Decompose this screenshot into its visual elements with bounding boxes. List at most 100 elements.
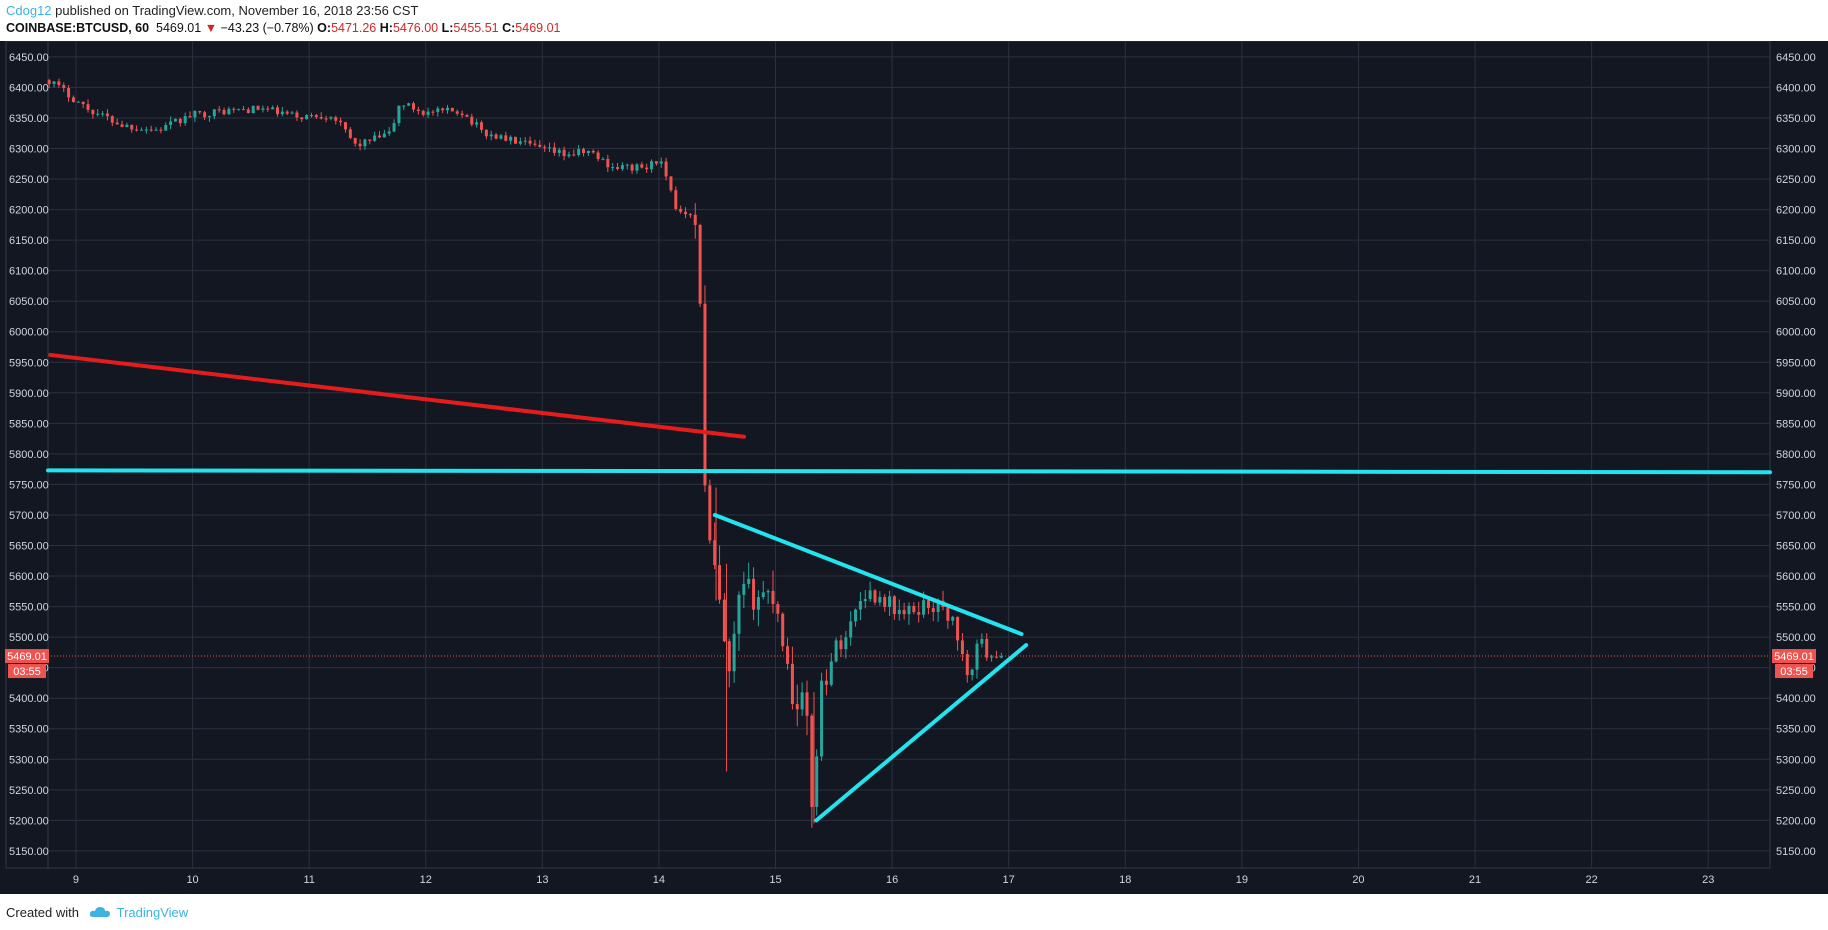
candle-down	[752, 578, 756, 610]
high-label: H:	[379, 21, 393, 35]
y-tick-label-right: 6450.00	[1776, 52, 1816, 64]
candle-up	[548, 147, 552, 149]
candle-down	[781, 613, 785, 647]
candle-up	[577, 149, 581, 156]
candle-down	[538, 144, 542, 147]
y-tick-label-left: 6100.00	[9, 266, 49, 278]
candle-down	[319, 117, 323, 119]
y-tick-label-right: 6200.00	[1776, 205, 1816, 217]
candle-down	[110, 116, 114, 123]
y-tick-label-right: 6000.00	[1776, 327, 1816, 339]
candle-down	[67, 87, 71, 98]
high-value: 5476.00	[392, 21, 439, 35]
candle-up	[499, 135, 503, 139]
cyan-trendline	[814, 643, 1029, 823]
y-tick-label-right: 5800.00	[1776, 449, 1816, 461]
chart-background	[0, 41, 1828, 894]
candle-down	[368, 139, 372, 141]
candle-down	[232, 108, 236, 110]
candle-down	[222, 109, 226, 115]
candle-down	[674, 190, 678, 209]
candle-down	[698, 224, 702, 304]
author-link[interactable]: Cdog12	[6, 3, 52, 18]
candle-down	[917, 612, 921, 615]
candle-down	[324, 118, 328, 120]
tradingview-link[interactable]: TradingView	[116, 905, 189, 920]
candle-down	[455, 111, 459, 114]
candle-down	[334, 117, 338, 121]
candle-up	[747, 578, 751, 584]
candle-down	[358, 143, 362, 147]
y-tick-label-right: 6150.00	[1776, 235, 1816, 247]
candle-down	[470, 116, 474, 125]
candle-up	[766, 590, 770, 593]
candle-down	[339, 120, 343, 123]
candle-down	[669, 176, 673, 191]
candle-up	[125, 124, 129, 128]
candle-up	[800, 692, 804, 710]
x-tick-label: 23	[1702, 874, 1714, 886]
drawings[interactable]	[46, 352, 1772, 823]
candle-up	[139, 129, 143, 131]
candle-down	[504, 135, 508, 141]
y-tick-label-right: 5350.00	[1776, 724, 1816, 736]
candle-down	[159, 129, 163, 131]
y-tick-label-right: 5850.00	[1776, 418, 1816, 430]
y-tick-label-right: 6050.00	[1776, 296, 1816, 308]
candle-down	[533, 143, 537, 145]
candle-down	[300, 117, 304, 120]
y-tick-label-left: 5850.00	[9, 418, 49, 430]
candle-down	[343, 122, 347, 130]
y-tick-label-left: 5950.00	[9, 357, 49, 369]
candle-down	[912, 605, 916, 613]
candle-up	[999, 656, 1003, 658]
candle-down	[441, 108, 445, 111]
x-tick-label: 11	[303, 874, 314, 886]
y-tick-label-right: 5200.00	[1776, 815, 1816, 827]
x-tick-label: 18	[1119, 874, 1131, 886]
candle-down	[679, 208, 683, 212]
candle-up	[557, 149, 561, 153]
candle-up	[164, 124, 168, 131]
candle-down	[946, 607, 950, 621]
countdown-value-right: 03:55	[1780, 666, 1808, 678]
candle-down	[105, 113, 109, 117]
x-tick-label: 15	[769, 874, 781, 886]
y-tick-label-right: 5250.00	[1776, 785, 1816, 797]
candle-up	[280, 111, 284, 115]
candle-up	[144, 129, 148, 131]
candle-down	[543, 146, 547, 148]
candle-down	[931, 608, 935, 613]
candle-up	[475, 122, 479, 125]
candle-down	[484, 129, 488, 137]
candle-down	[411, 103, 416, 110]
candle-down	[275, 107, 279, 115]
candle-down	[348, 129, 352, 138]
countdown-tag-left	[8, 664, 46, 679]
candle-down	[713, 540, 717, 566]
candle-down	[892, 596, 896, 615]
y-tick-label-right: 5900.00	[1776, 388, 1816, 400]
candle-up	[980, 639, 984, 644]
red-trendline	[48, 352, 747, 439]
y-tick-label-left: 5550.00	[9, 602, 49, 614]
candle-down	[926, 600, 930, 609]
candle-down	[47, 80, 51, 84]
x-tick-label: 22	[1585, 874, 1597, 886]
candle-down	[552, 147, 556, 153]
candle-down	[616, 167, 620, 169]
price-chart[interactable]: 6450.00 6450.00 6400.00 6400.00 6350.00 6350.…	[0, 41, 1828, 894]
candle-down	[266, 108, 270, 110]
candle-down	[198, 111, 202, 113]
candle-down	[188, 116, 192, 118]
y-tick-label-right: 5500.00	[1776, 632, 1816, 644]
candle-down	[149, 129, 153, 131]
candle-up	[625, 164, 629, 166]
y-tick-label-right: 5150.00	[1776, 846, 1816, 858]
candle-up	[829, 661, 833, 685]
candle-down	[480, 122, 484, 130]
candle-up	[193, 111, 197, 118]
footer: Created with TradingView	[6, 905, 188, 921]
candle-up	[854, 609, 858, 622]
candle-up	[407, 103, 411, 106]
